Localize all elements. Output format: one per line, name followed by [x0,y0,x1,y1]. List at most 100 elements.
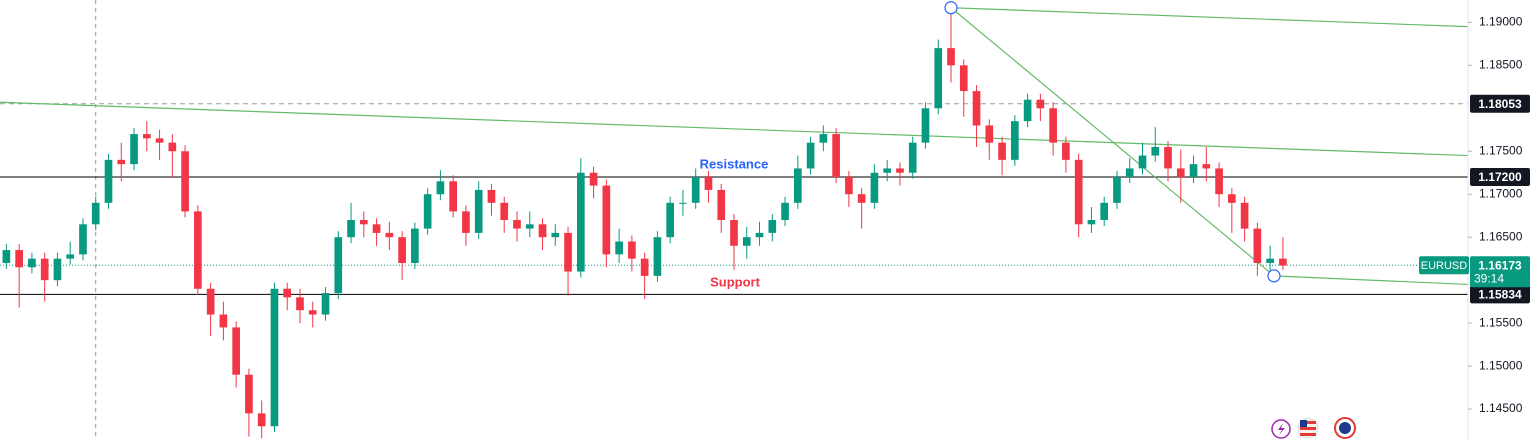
current-price-label: 1.16173 [1478,258,1522,272]
candle-body [653,237,662,276]
candle-body [28,258,36,268]
candle-body [513,220,521,229]
candle-body [334,237,343,294]
flag-stripe [1300,427,1316,430]
candle-body [500,202,509,220]
candle-body [1202,164,1211,169]
candle-body [155,138,164,143]
candle-body [1125,168,1134,178]
candle-body [1087,220,1096,225]
symbol-label: EURUSD [1421,260,1468,272]
candle-body [270,288,279,427]
candle-body [691,177,700,203]
candle-body [194,211,202,289]
candle-body [615,241,623,255]
candle-body [845,177,853,195]
candle-body [487,189,496,203]
candle-body [40,258,49,281]
candle-body [947,48,955,66]
flag-canton [1300,420,1307,427]
candle-body [730,220,738,246]
candle-body [206,288,215,315]
candle-body [1113,177,1121,203]
y-tick-label: 1.14500 [1479,401,1523,415]
candle-body [781,202,789,220]
candle-body [117,159,126,165]
candle-body [462,211,470,233]
candle-body [245,374,253,414]
candle-body [283,288,292,298]
trend-line [0,101,1469,157]
price-label: 1.17200 [1478,170,1522,184]
candle-body [1215,168,1223,195]
candle-body [142,134,151,139]
candle-body [436,181,445,195]
candle-body [538,224,547,238]
candle-body [704,177,713,190]
countdown-label: 39:14 [1474,271,1504,285]
price-label-box [1470,168,1530,187]
y-tick-label: 1.15500 [1479,315,1523,329]
candle-body [896,168,904,173]
candle-body [15,250,23,268]
candle-body [1062,142,1070,160]
candle-body [474,189,483,233]
candle-body [972,91,981,126]
candle-body [1266,258,1274,263]
candle-body [819,134,828,143]
y-tick-label: 1.18500 [1479,57,1523,71]
candle-body [985,125,994,143]
candle-body [628,241,636,259]
candle-body [679,202,687,204]
candle-body [640,258,649,276]
candle-body [564,232,572,272]
price-label-box [1470,285,1530,304]
candle-body [398,237,406,263]
candle-body [1023,99,1032,122]
candle-body [1011,121,1019,160]
candle-body [832,134,840,178]
candle-body [1240,202,1249,229]
candle-body [793,168,802,203]
trend-line [1273,275,1469,286]
candle-body [666,202,675,238]
candle-body [104,159,113,203]
candle-body [130,134,138,165]
trend-line [950,7,1469,28]
candle-body [449,181,457,212]
price-axis: 1.19000 1.18500 1.17500 1.17000 1.16500 1.155… [1419,0,1530,440]
candle-body [385,232,394,238]
candle-body [411,228,419,263]
candle-body [717,189,726,220]
candle-body [219,314,228,328]
candle-body [1279,258,1287,266]
price-label: 1.18053 [1478,97,1522,111]
y-tick-label: 1.17500 [1479,143,1523,157]
candle-body [321,293,330,315]
candle-body [1151,146,1160,156]
symbol-box [1419,256,1469,275]
candle-body [959,65,968,92]
candle-body [1036,99,1045,109]
candle-body [168,142,177,152]
candle-body [2,250,11,263]
candle-body [908,142,917,173]
candle-body [998,142,1006,160]
toolbar-icons [1271,417,1356,439]
candle-body [1100,202,1109,220]
flag-stripe [1300,433,1316,436]
candle-body [1164,146,1172,169]
candle-body [181,151,189,212]
candle-body [806,142,815,169]
flag-stripe [1300,421,1316,424]
candle-body [232,327,240,375]
candle-body [883,168,892,173]
candle-body [308,310,317,315]
annotation: Resistance [700,156,769,171]
annotation: Support [710,274,760,289]
candle-body [755,232,764,238]
candle-body [1189,164,1198,178]
price-label: 1.15834 [1478,288,1522,302]
